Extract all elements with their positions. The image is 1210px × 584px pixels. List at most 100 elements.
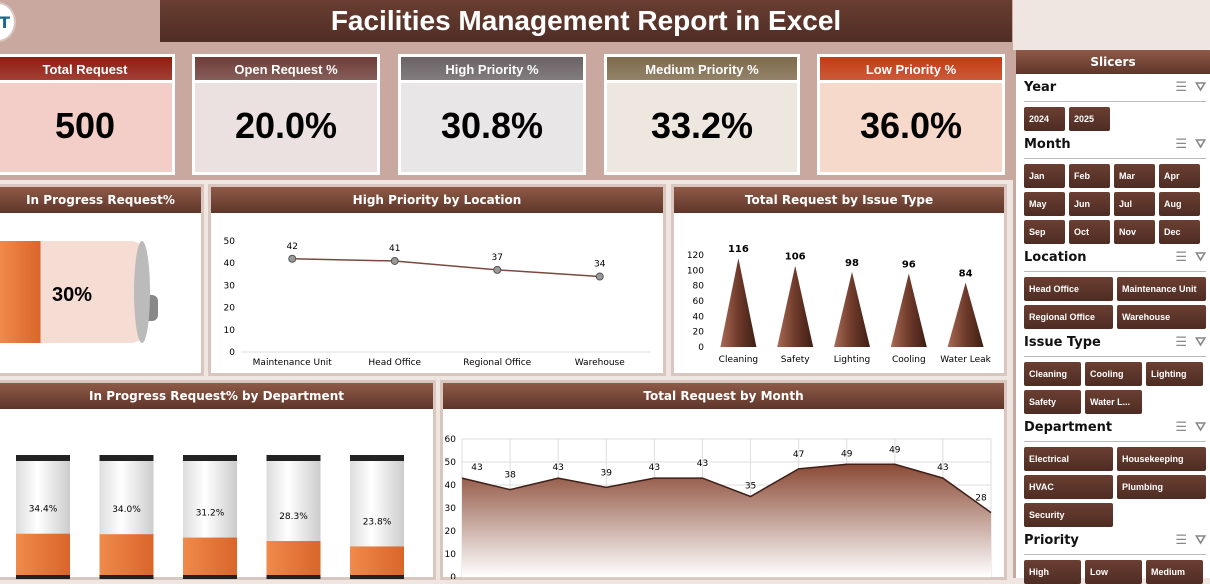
x-tick-label: Safety xyxy=(781,355,810,365)
slicer-item[interactable]: Medium xyxy=(1146,560,1203,584)
data-label: 34 xyxy=(594,260,606,270)
panel-title: In Progress Request% xyxy=(0,187,201,213)
slicer-item[interactable]: Apr xyxy=(1159,164,1200,188)
slicer-item[interactable]: Aug xyxy=(1159,192,1200,216)
multi-select-icon[interactable]: ☰ xyxy=(1175,335,1188,350)
clear-filter-icon[interactable]: ⛛ xyxy=(1195,250,1206,265)
data-label: 34.4% xyxy=(29,505,58,515)
x-tick-label: Lighting xyxy=(834,355,870,365)
x-tick-label: Water Leak xyxy=(940,355,991,365)
slicer-item[interactable]: Security xyxy=(1024,503,1113,527)
clear-filter-icon[interactable]: ⛛ xyxy=(1195,335,1206,350)
slicer-issue-type: Issue Type ☰ ⛛ Cleaning Cooling Lighting Safet… xyxy=(1016,329,1210,414)
y-tick-label: 0 xyxy=(698,343,704,353)
kpi-label: Medium Priority % xyxy=(607,57,797,83)
data-label: 43 xyxy=(937,463,948,473)
bar xyxy=(777,265,814,347)
cylinder-top xyxy=(99,455,154,461)
data-label: 43 xyxy=(552,463,563,473)
bar xyxy=(350,546,404,575)
multi-select-icon[interactable]: ☰ xyxy=(1175,80,1188,95)
data-label: 41 xyxy=(389,244,400,254)
panel-title: Total Request by Issue Type xyxy=(674,187,1004,213)
y-tick-label: 0 xyxy=(450,573,456,579)
clear-filter-icon[interactable]: ⛛ xyxy=(1195,137,1206,152)
slicer-item[interactable]: Jan xyxy=(1024,164,1065,188)
slicer-title: Location xyxy=(1024,250,1087,265)
series-line xyxy=(292,258,600,278)
x-tick-label: Regional Office xyxy=(463,358,531,368)
data-point xyxy=(493,265,502,274)
data-label: 84 xyxy=(959,269,973,280)
slicer-item[interactable]: Cooling xyxy=(1085,362,1142,386)
slicer-item[interactable]: Plumbing xyxy=(1117,475,1206,499)
slicer-item[interactable]: HVAC xyxy=(1024,475,1113,499)
clear-filter-icon[interactable]: ⛛ xyxy=(1195,533,1206,548)
bar xyxy=(890,273,927,347)
y-tick-label: 10 xyxy=(224,326,236,336)
kpi-value: 30.8% xyxy=(440,105,544,146)
multi-select-icon[interactable]: ☰ xyxy=(1175,137,1188,152)
slicer-item[interactable]: Head Office xyxy=(1024,277,1113,301)
clear-filter-icon[interactable]: ⛛ xyxy=(1195,420,1206,435)
slicer-item[interactable]: 2025 xyxy=(1069,107,1110,131)
slicer-item[interactable]: Water L... xyxy=(1085,390,1142,414)
battery-cap xyxy=(134,241,150,343)
slicer-item[interactable]: Nov xyxy=(1114,220,1155,244)
data-point xyxy=(288,254,297,263)
panel-by-month: Total Request by Month 0 10 20 30 40 50 60 43 38 4… xyxy=(440,380,1007,580)
bar xyxy=(16,533,70,575)
data-label: 35 xyxy=(745,482,756,492)
data-point xyxy=(595,272,604,281)
kpi-label: Total Request xyxy=(0,57,172,83)
slicer-item[interactable]: Cleaning xyxy=(1024,362,1081,386)
slicer-item[interactable]: High xyxy=(1024,560,1081,584)
slicer-year: Year ☰ ⛛ 2024 2025 xyxy=(1016,74,1210,131)
multi-select-icon[interactable]: ☰ xyxy=(1175,250,1188,265)
data-label: 96 xyxy=(902,259,916,270)
multi-select-icon[interactable]: ☰ xyxy=(1175,533,1188,548)
kpi-label: High Priority % xyxy=(401,57,583,83)
slicer-department: Department ☰ ⛛ Electrical Housekeeping HVAC Pl… xyxy=(1016,414,1210,527)
slicer-item[interactable]: Dec xyxy=(1159,220,1200,244)
panel-by-location: High Priority by Location 0 10 20 30 40 50 Main… xyxy=(208,184,666,376)
slicer-item[interactable]: Sep xyxy=(1024,220,1065,244)
y-tick-label: 50 xyxy=(445,458,457,468)
slicer-item[interactable]: Jun xyxy=(1069,192,1110,216)
data-label: 106 xyxy=(785,252,806,263)
slicers-title: Slicers xyxy=(1016,50,1210,74)
kpi-card: High Priority % 30.8% xyxy=(398,54,586,175)
kpi-label: Open Request % xyxy=(195,57,377,83)
slicer-item[interactable]: Lighting xyxy=(1146,362,1203,386)
data-label: 98 xyxy=(845,258,859,269)
slicer-item[interactable]: Electrical xyxy=(1024,447,1113,471)
slicer-item[interactable]: Feb xyxy=(1069,164,1110,188)
data-label: 38 xyxy=(504,471,516,481)
data-label: 47 xyxy=(793,450,804,460)
slicer-item[interactable]: 2024 xyxy=(1024,107,1065,131)
y-tick-label: 120 xyxy=(687,251,704,261)
slicer-item[interactable]: Regional Office xyxy=(1024,305,1113,329)
bar xyxy=(266,541,321,575)
slicer-item[interactable]: Oct xyxy=(1069,220,1110,244)
slicer-item[interactable]: Warehouse xyxy=(1117,305,1206,329)
data-label: 34.0% xyxy=(112,505,141,515)
slicer-item[interactable]: Maintenance Unit xyxy=(1117,277,1206,301)
slicer-item[interactable]: Low xyxy=(1085,560,1142,584)
y-tick-label: 0 xyxy=(229,348,235,358)
data-label: 31.2% xyxy=(196,509,225,519)
slicer-item[interactable]: Safety xyxy=(1024,390,1081,414)
slicer-item[interactable]: Mar xyxy=(1114,164,1155,188)
slicer-item[interactable]: May xyxy=(1024,192,1065,216)
y-tick-label: 20 xyxy=(224,304,236,314)
y-tick-label: 20 xyxy=(445,527,457,537)
clear-filter-icon[interactable]: ⛛ xyxy=(1195,80,1206,95)
x-tick-label: Maintenance Unit xyxy=(253,358,333,368)
data-label: 43 xyxy=(471,463,482,473)
kpi-card: Total Request 500 xyxy=(0,54,175,175)
slicer-item[interactable]: Housekeeping xyxy=(1117,447,1206,471)
cylinder-bottom xyxy=(99,575,154,579)
slicer-item[interactable]: Jul xyxy=(1114,192,1155,216)
kpi-card: Medium Priority % 33.2% xyxy=(604,54,800,175)
multi-select-icon[interactable]: ☰ xyxy=(1175,420,1188,435)
